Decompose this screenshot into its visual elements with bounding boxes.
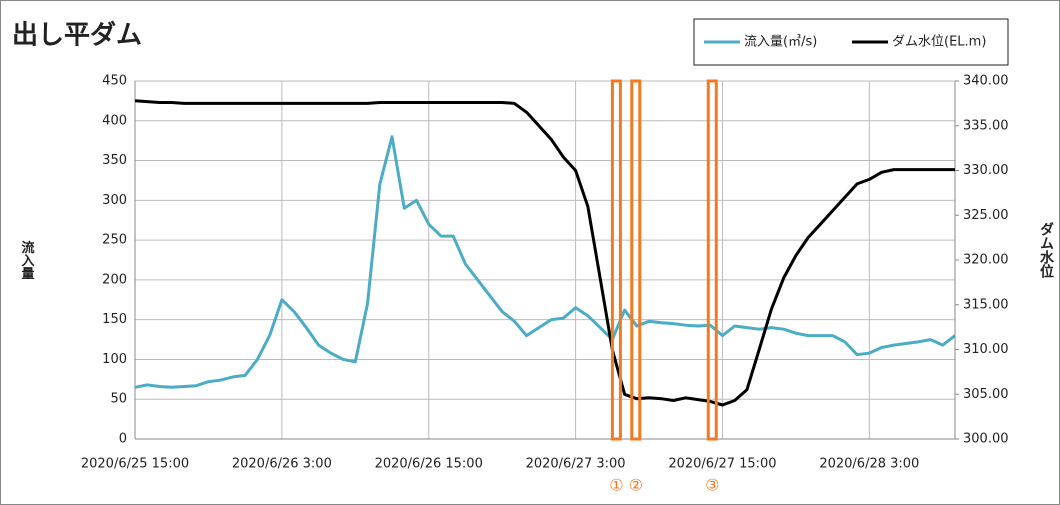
event-marker <box>610 79 622 441</box>
y-tick-label: 100 <box>102 352 127 367</box>
y-tick-label: 150 <box>102 312 127 327</box>
event-marker <box>630 79 642 441</box>
y-tick-label: 200 <box>102 272 127 287</box>
legend-label: 流入量(㎥/s) <box>744 35 817 50</box>
y2-tick-label: 300.00 <box>963 432 1009 447</box>
y-tick-label: 250 <box>102 233 127 248</box>
series-line <box>134 99 955 407</box>
y-tick-label: 450 <box>102 74 127 89</box>
x-tick-label: 2020/6/26 15:00 <box>375 457 483 472</box>
event-marker-label: ② <box>629 476 643 495</box>
y-tick-label: 300 <box>102 193 127 208</box>
y2-tick-label: 330.00 <box>963 163 1009 178</box>
y2-tick-label: 335.00 <box>963 118 1009 133</box>
y2-tick-label: 310.00 <box>963 342 1009 357</box>
x-tick-label: 2020/6/27 15:00 <box>668 457 776 472</box>
y-tick-label: 350 <box>102 153 127 168</box>
y2-tick-label: 315.00 <box>963 297 1009 312</box>
y2-tick-label: 305.00 <box>963 387 1009 402</box>
x-tick-label: 2020/6/26 3:00 <box>232 457 332 472</box>
y2-tick-label: 325.00 <box>963 208 1009 223</box>
x-tick-label: 2020/6/27 3:00 <box>526 457 626 472</box>
y-tick-label: 400 <box>102 113 127 128</box>
event-marker-label: ③ <box>705 476 719 495</box>
x-tick-label: 2020/6/28 3:00 <box>819 457 919 472</box>
y2-axis-label: ダム水位 <box>1038 221 1054 279</box>
y-tick-label: 0 <box>119 432 127 447</box>
event-marker-label: ① <box>609 476 623 495</box>
legend-box <box>693 18 1009 66</box>
y-tick-label: 50 <box>110 392 127 407</box>
event-marker <box>706 79 718 441</box>
chart-title: 出し平ダム <box>12 20 142 51</box>
x-tick-label: 2020/6/25 15:00 <box>81 457 189 472</box>
y2-tick-label: 340.00 <box>963 74 1009 89</box>
series-line <box>134 135 956 389</box>
legend-label: ダム水位(EL.m) <box>892 35 986 50</box>
y-axis-label: 流入量 <box>19 240 35 281</box>
y2-tick-label: 320.00 <box>963 253 1009 268</box>
